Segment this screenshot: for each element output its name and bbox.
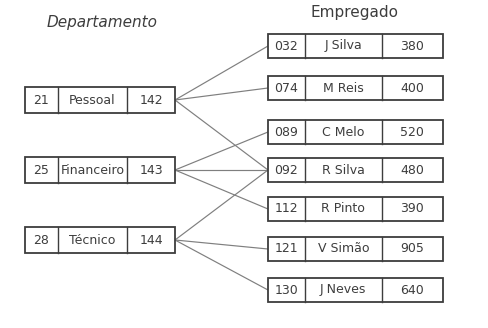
Text: 092: 092 [274, 163, 298, 176]
Text: 25: 25 [34, 163, 49, 176]
Text: C Melo: C Melo [322, 126, 365, 138]
Text: J Neves: J Neves [320, 283, 366, 297]
Text: 112: 112 [275, 202, 298, 215]
Text: 640: 640 [401, 283, 424, 297]
Text: R Pinto: R Pinto [321, 202, 365, 215]
Text: 143: 143 [139, 163, 163, 176]
Text: 142: 142 [139, 93, 163, 107]
Text: 089: 089 [274, 126, 298, 138]
Text: Pessoal: Pessoal [69, 93, 116, 107]
Bar [25, 87, 175, 113]
Text: 905: 905 [401, 242, 424, 256]
Text: 480: 480 [401, 163, 424, 176]
Text: 400: 400 [401, 81, 424, 94]
Text: 28: 28 [34, 234, 49, 247]
Bar [25, 227, 175, 253]
Text: Financeiro: Financeiro [61, 163, 124, 176]
Text: 21: 21 [34, 93, 49, 107]
Text: 130: 130 [274, 283, 298, 297]
Text: Empregado: Empregado [311, 5, 399, 19]
Text: R Silva: R Silva [322, 163, 365, 176]
Text: 520: 520 [401, 126, 424, 138]
Bar [268, 76, 443, 100]
Text: 144: 144 [139, 234, 163, 247]
Text: M Reis: M Reis [323, 81, 364, 94]
Text: 390: 390 [401, 202, 424, 215]
Bar [268, 158, 443, 182]
Text: 032: 032 [274, 39, 298, 52]
Text: 380: 380 [401, 39, 424, 52]
Bar [268, 120, 443, 144]
Text: V Simão: V Simão [318, 242, 369, 256]
Text: Departamento: Departamento [46, 15, 158, 31]
Bar [268, 34, 443, 58]
Text: J Silva: J Silva [325, 39, 362, 52]
Bar [268, 197, 443, 221]
Text: 074: 074 [274, 81, 298, 94]
Bar [268, 237, 443, 261]
Bar [25, 157, 175, 183]
Text: 121: 121 [275, 242, 298, 256]
Bar [268, 278, 443, 302]
Text: Técnico: Técnico [69, 234, 116, 247]
